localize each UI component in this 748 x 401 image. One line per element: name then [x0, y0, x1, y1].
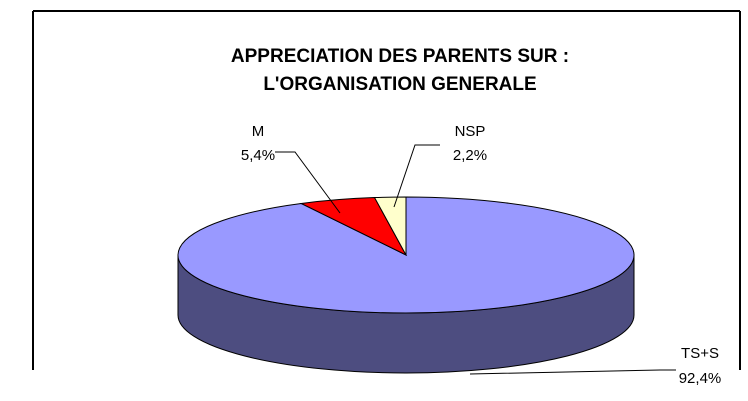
value-label: 2,2%: [453, 147, 487, 164]
leader-line: [275, 151, 341, 214]
slice-label: M: [252, 123, 265, 140]
chart-title: APPRECIATION DES PARENTS SUR :: [231, 46, 569, 67]
slice-label: TS+S: [681, 345, 719, 362]
value-label: 5,4%: [241, 147, 275, 164]
pie-slice: [373, 196, 407, 256]
chart-title: L'ORGANISATION GENERALE: [263, 74, 536, 95]
leader-line: [393, 144, 440, 208]
value-label: 92,4%: [679, 370, 722, 387]
slice-label: NSP: [455, 123, 486, 140]
leader-line: [469, 369, 676, 375]
